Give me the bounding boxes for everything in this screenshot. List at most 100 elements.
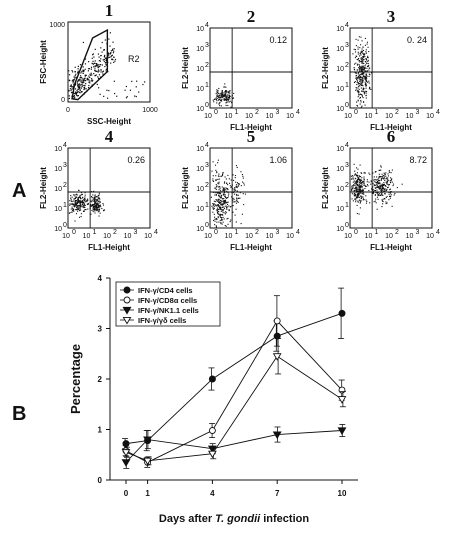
dot (90, 204, 92, 206)
dot (89, 76, 91, 79)
dot (351, 187, 353, 189)
dot (81, 85, 83, 88)
y-tick-label: 10 (336, 186, 344, 193)
dot (110, 50, 112, 52)
dot (364, 64, 367, 66)
dot (361, 184, 363, 186)
dot (223, 98, 225, 100)
dot (235, 208, 237, 210)
dot (219, 188, 221, 190)
dot (367, 59, 369, 61)
dot (217, 182, 219, 184)
dot (390, 172, 392, 174)
series-line (125, 430, 343, 463)
dot (368, 88, 370, 90)
dot (381, 206, 383, 208)
dot (385, 196, 387, 199)
dot (99, 198, 101, 200)
dot (214, 98, 216, 100)
dot (355, 180, 357, 183)
dot (382, 200, 384, 203)
dot (84, 203, 86, 205)
dot (222, 194, 224, 196)
dot (235, 221, 237, 223)
dot (357, 87, 359, 89)
dot (391, 205, 393, 207)
dot (362, 101, 365, 103)
dot (214, 192, 216, 194)
dot (214, 218, 216, 220)
dot (360, 79, 362, 81)
dot (225, 94, 227, 96)
dot (96, 209, 98, 212)
dot (215, 175, 217, 177)
dot (388, 170, 390, 172)
dot (234, 187, 236, 189)
dot (224, 200, 226, 202)
dot (99, 204, 101, 206)
dot (220, 221, 222, 223)
dot (99, 201, 101, 204)
dot (71, 202, 73, 205)
dot (357, 48, 359, 50)
dot (212, 180, 214, 182)
dot (238, 183, 240, 185)
dot (354, 182, 356, 184)
dot (218, 211, 220, 213)
dot (77, 200, 79, 202)
y-tick-label: 10 (54, 146, 62, 153)
dot (77, 91, 79, 93)
dot (81, 206, 83, 208)
dot (72, 95, 75, 98)
dot (360, 186, 362, 188)
dot (360, 66, 362, 68)
dot (363, 91, 365, 93)
dot (365, 52, 368, 54)
dot (394, 192, 396, 195)
x-tick-label: 10 (144, 233, 152, 240)
dot (366, 81, 368, 83)
x-tick-exponent: 2 (395, 109, 399, 116)
dot (237, 183, 239, 185)
dot (381, 185, 383, 187)
dot (225, 104, 227, 106)
dot (226, 98, 228, 100)
dot (226, 98, 228, 101)
dot (359, 164, 361, 166)
dot (76, 81, 79, 83)
dot (99, 208, 101, 210)
dot (381, 186, 383, 188)
y-tick-exponent: 2 (345, 62, 349, 69)
y-axis-label: FSC-Height (39, 40, 48, 84)
dot (367, 57, 369, 59)
dot (358, 182, 360, 184)
dot (220, 214, 222, 216)
dot (359, 52, 361, 54)
facs-plot-6: 6FL1-HeightFL2-Height1001001011011021021… (321, 127, 440, 252)
x-tick-exponent: 3 (276, 229, 280, 236)
dot (229, 92, 231, 94)
dot (227, 223, 229, 225)
dot (373, 178, 375, 181)
dot (217, 199, 219, 201)
dot (216, 207, 219, 209)
dot (358, 92, 360, 94)
dot (352, 53, 354, 55)
dot (105, 57, 107, 59)
dot (222, 209, 224, 212)
dot (360, 197, 362, 199)
dot (356, 105, 359, 107)
dot (113, 48, 115, 50)
dot (236, 195, 238, 197)
dot (360, 179, 362, 181)
dot (83, 87, 85, 89)
dot (218, 202, 220, 204)
dot (363, 53, 365, 55)
dot (357, 178, 359, 180)
dot (214, 164, 217, 166)
dot (221, 94, 223, 96)
dot (99, 65, 101, 68)
dot (212, 207, 214, 209)
dot (384, 185, 387, 187)
dot (68, 89, 70, 92)
